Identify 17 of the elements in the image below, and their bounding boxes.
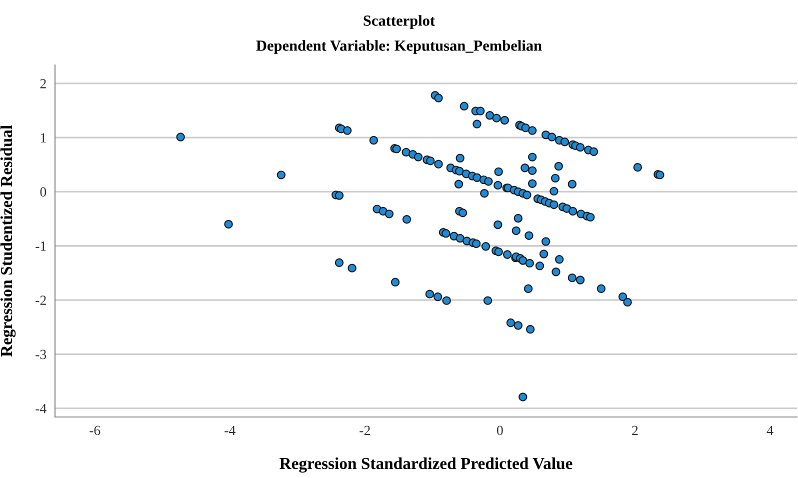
x-tick-label: -4: [224, 426, 236, 435]
y-tick-label: -4: [36, 404, 46, 414]
y-axis-title: Regression Studentized Residual: [0, 125, 16, 357]
y-tick-label: 1: [40, 133, 46, 142]
x-tick-label: 4: [766, 426, 774, 435]
chart-subtitle: Dependent Variable: Keputusan_Pembelian: [256, 40, 542, 54]
y-tick-label: 2: [40, 79, 46, 88]
x-tick-label: 2: [632, 426, 638, 435]
x-tick-label: -2: [360, 426, 370, 435]
x-tick-label: 0: [496, 426, 503, 436]
y-tick-label: -1: [36, 242, 46, 251]
y-tick-label: -2: [36, 296, 46, 305]
chart-title: Scatterplot: [364, 15, 435, 29]
x-axis-title: Regression Standardized Predicted Value: [280, 457, 572, 473]
y-tick-label: 0: [40, 187, 46, 197]
x-tick-label: -6: [90, 426, 100, 436]
y-tick-label: -3: [36, 350, 46, 360]
